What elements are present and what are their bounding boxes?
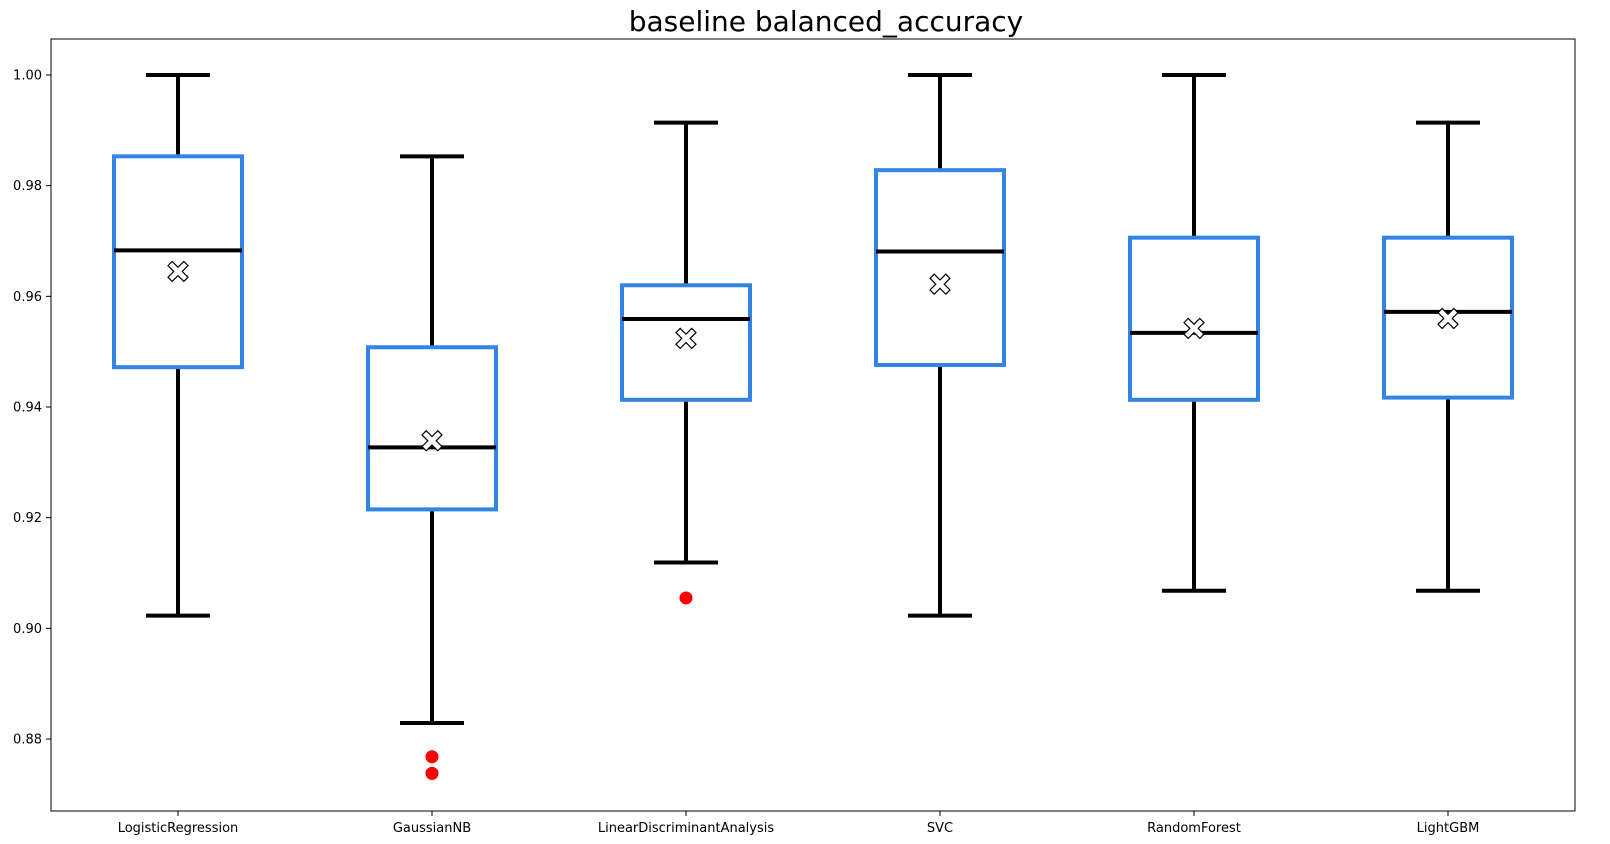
box-5 [1128, 235, 1260, 402]
y-tick-label: 1.00 [13, 68, 42, 83]
y-tick-label: 0.88 [13, 733, 42, 748]
box-4 [874, 168, 1006, 367]
outlier-point [425, 766, 439, 780]
mean-marker [421, 429, 443, 452]
plot-area: 0.88 0.90 0.92 0.94 0.96 0.98 1.00 LogisticRegr… [13, 38, 1576, 836]
plot-frame [50, 38, 1576, 812]
x-tick-label: GaussianNB [393, 821, 471, 836]
outlier-point [679, 591, 693, 605]
y-tick-label: 0.90 [13, 622, 42, 637]
y-tick-label: 0.94 [13, 401, 42, 416]
x-tick-label: LinearDiscriminantAnalysis [598, 821, 775, 836]
box-1 [112, 154, 244, 370]
y-tick-label: 0.98 [13, 179, 42, 194]
y-tick-label: 0.96 [13, 290, 42, 305]
mean-marker [929, 273, 951, 296]
mean-marker [1183, 317, 1205, 340]
outlier-point [425, 750, 439, 764]
mean-marker [675, 327, 697, 350]
y-tick-label: 0.92 [13, 511, 42, 526]
x-tick-label: LogisticRegression [118, 821, 239, 836]
mean-marker [167, 260, 189, 283]
x-tick-label: SVC [927, 821, 953, 836]
box-2 [366, 345, 498, 512]
chart-title: baseline balanced_accuracy [629, 5, 1024, 38]
x-tick-label: LightGBM [1417, 821, 1480, 836]
x-tick-label: RandomForest [1147, 821, 1241, 836]
mean-marker [1437, 307, 1459, 330]
